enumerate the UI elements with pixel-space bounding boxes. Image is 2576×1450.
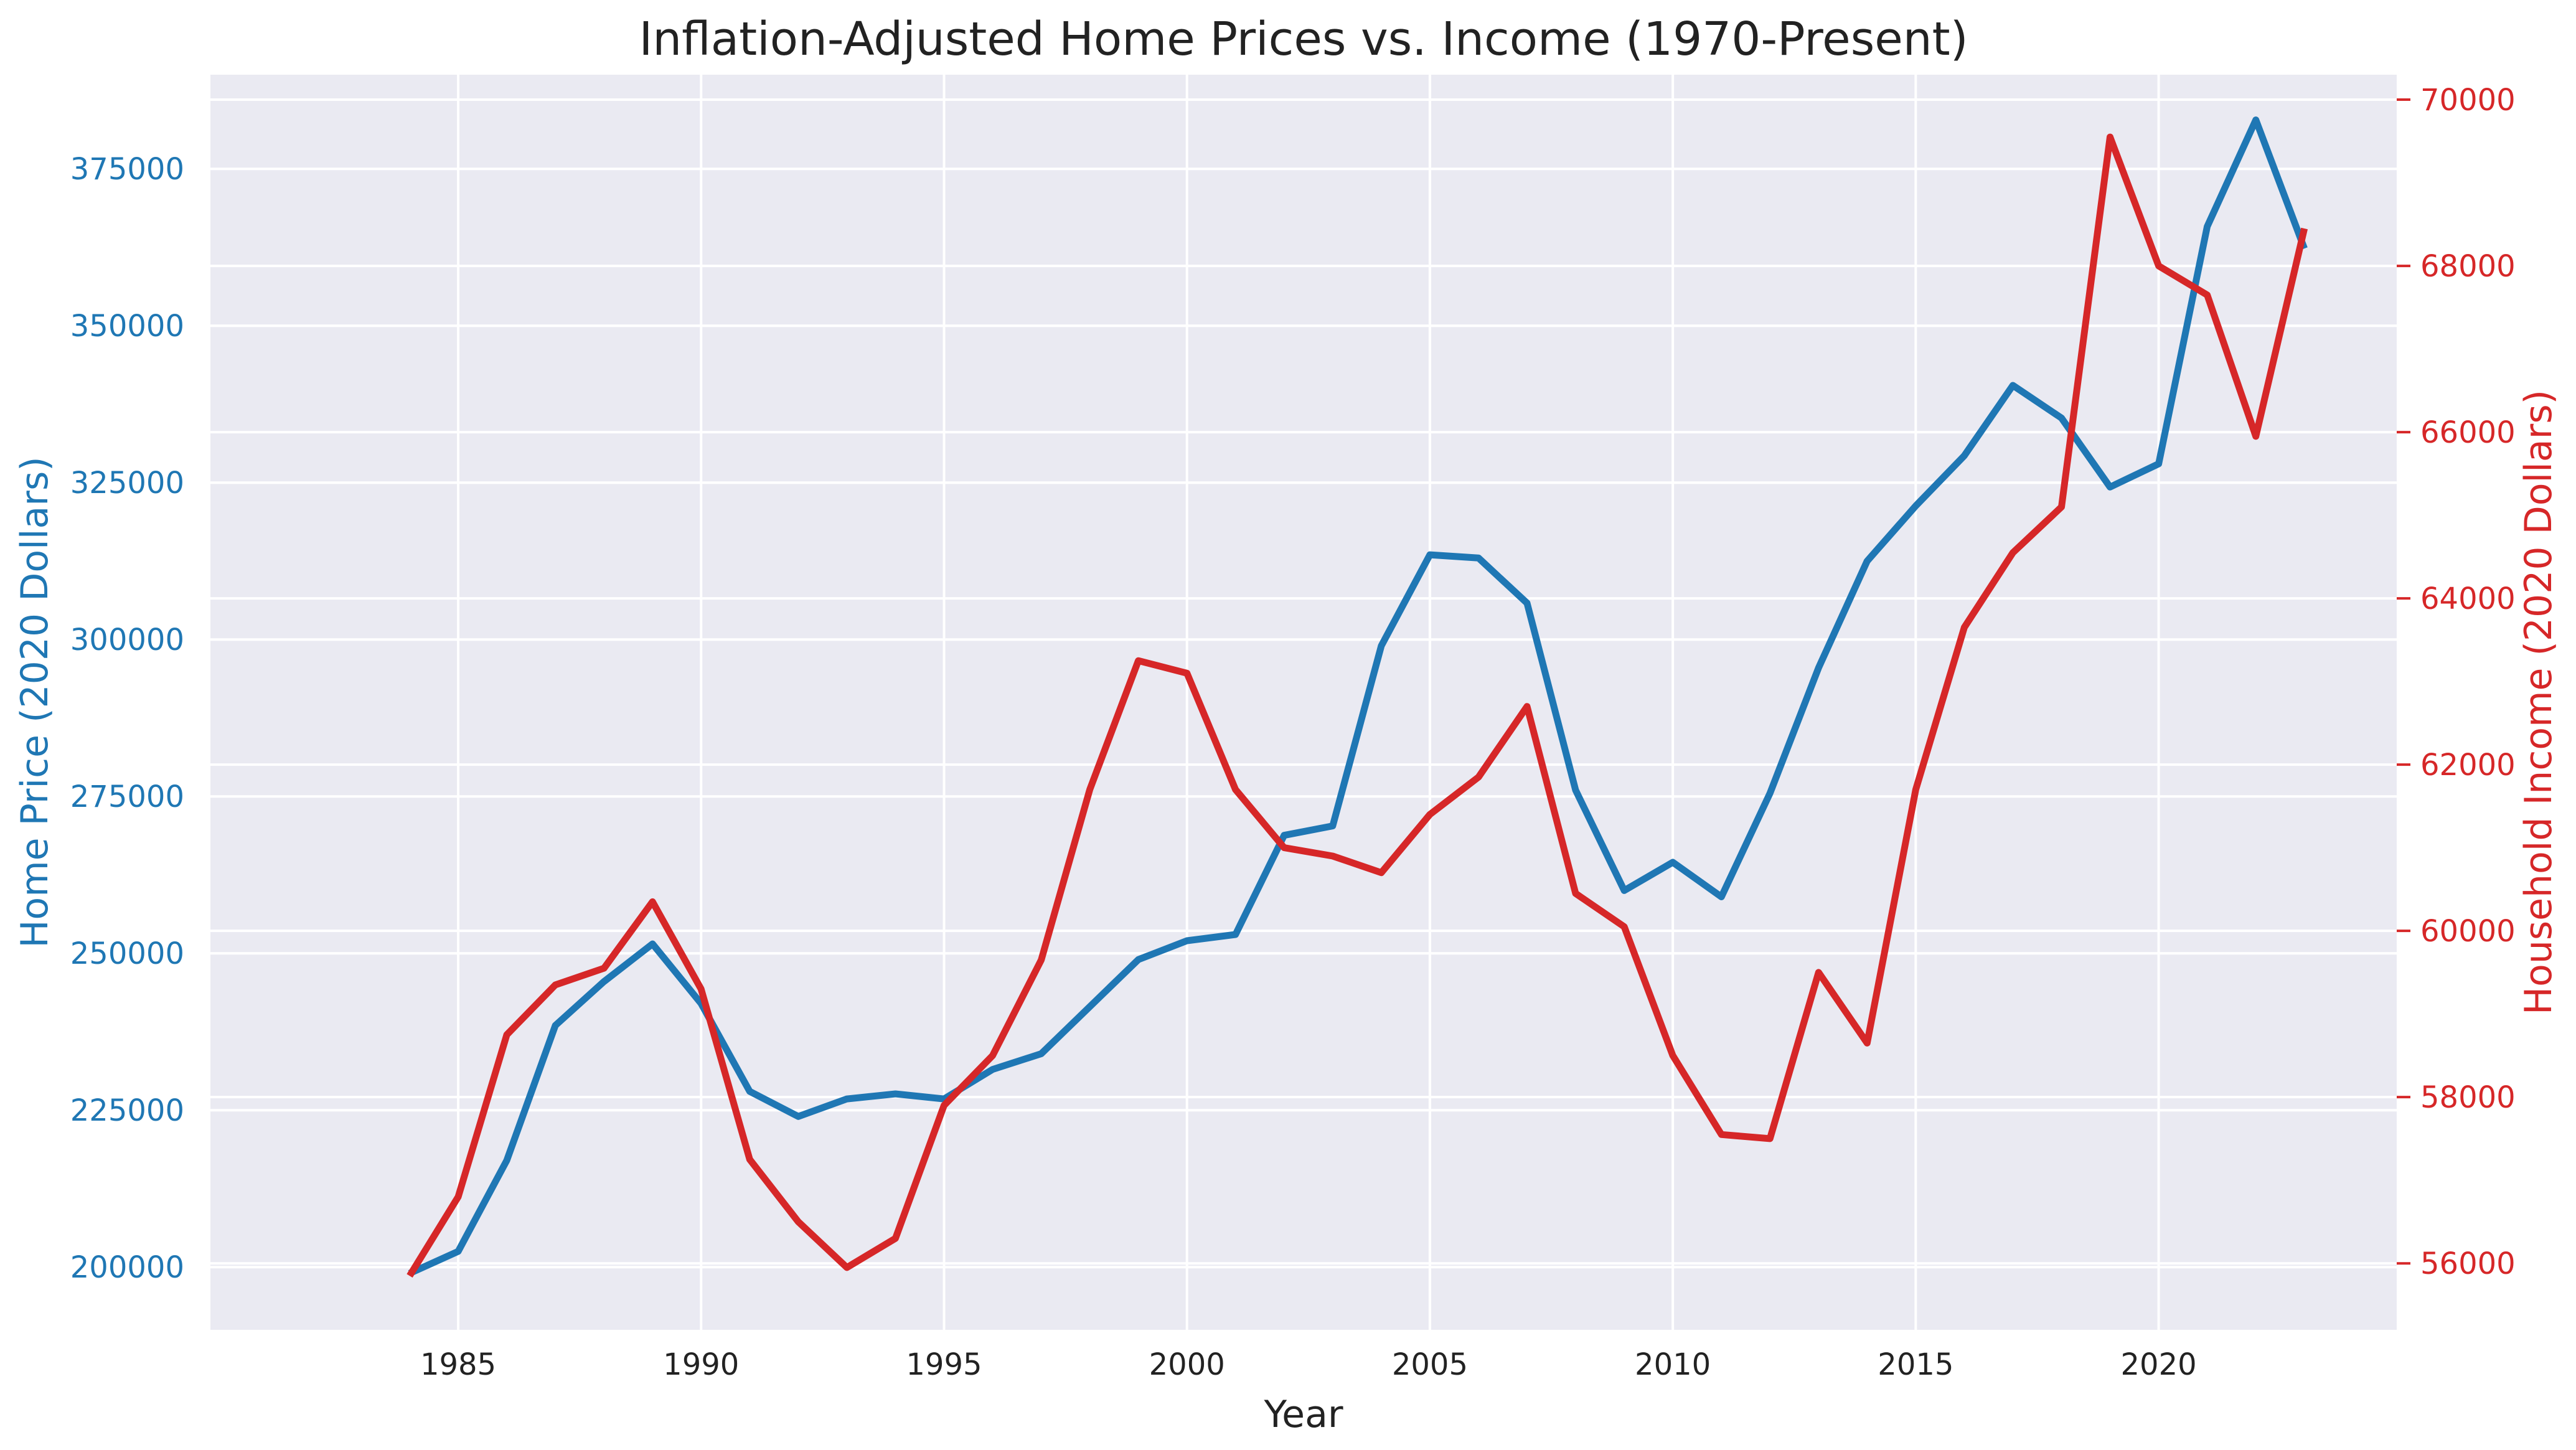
y-tick-label-right: 66000 — [2420, 415, 2516, 450]
y-tick-label-right: 62000 — [2420, 748, 2516, 783]
y-tick-label-left: 275000 — [70, 779, 184, 814]
y-tick-label-left: 200000 — [70, 1250, 184, 1285]
y-axis-label-left: Home Price (2020 Dollars) — [13, 456, 57, 948]
grid-lines — [210, 75, 2397, 1330]
x-tick-label: 1985 — [420, 1347, 496, 1382]
tick-labels: 1985 1990 1995 2000 2005 2010 2015 2020 200000 22… — [70, 83, 2516, 1382]
y-tick-label-right: 70000 — [2420, 83, 2516, 118]
y-tick-label-right: 56000 — [2420, 1246, 2516, 1281]
y-axis-label-right: Household Income (2020 Dollars) — [2517, 390, 2560, 1015]
y-tick-label-left: 375000 — [70, 152, 184, 187]
y-tick-label-left: 225000 — [70, 1093, 184, 1128]
y-tick-label-left: 250000 — [70, 936, 184, 971]
plot-background — [210, 75, 2397, 1330]
household-income-series-line — [407, 133, 2308, 1278]
y-tick-label-left: 325000 — [70, 466, 184, 501]
series-layer — [407, 116, 2308, 1278]
y-tick-label-left: 300000 — [70, 623, 184, 657]
y-tick-label-right: 58000 — [2420, 1080, 2516, 1115]
y-tick-label-right: 68000 — [2420, 249, 2516, 284]
y-tick-label-left: 350000 — [70, 309, 184, 344]
x-tick-label: 2020 — [2121, 1347, 2197, 1382]
x-tick-label: 2000 — [1149, 1347, 1225, 1382]
x-tick-label: 2015 — [1878, 1347, 1953, 1382]
home-price-series-line — [408, 116, 2308, 1277]
x-tick-label: 2010 — [1635, 1347, 1711, 1382]
chart-title: Inflation-Adjusted Home Prices vs. Incom… — [639, 12, 1968, 66]
y-tick-label-right: 64000 — [2420, 581, 2516, 616]
x-tick-label: 1995 — [906, 1347, 982, 1382]
x-tick-label: 1990 — [663, 1347, 739, 1382]
x-tick-label: 2005 — [1392, 1347, 1468, 1382]
y-tick-label-right: 60000 — [2420, 914, 2516, 949]
x-axis-label: Year — [1263, 1393, 1343, 1436]
